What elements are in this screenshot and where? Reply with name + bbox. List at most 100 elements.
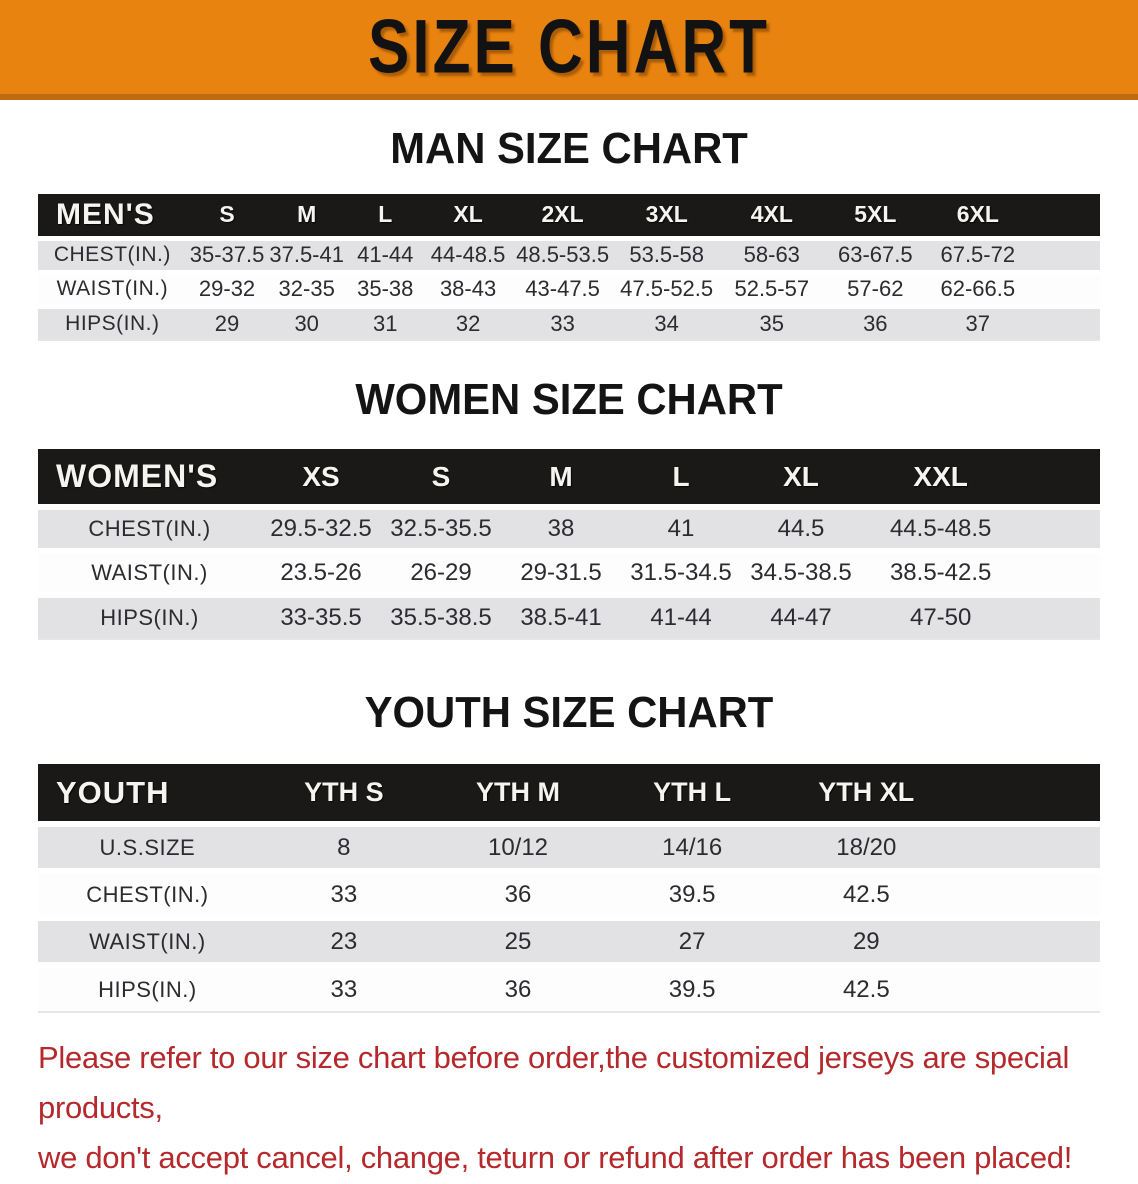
size-value-cell: 30 [267, 303, 346, 340]
size-value-cell: 52.5-57 [719, 269, 824, 306]
size-value-cell: 31.5-34.5 [621, 548, 742, 595]
men-section: MAN SIZE CHART MEN'S S M L XL 2XL 3XL 4XL 5XL 6XL… [0, 100, 1138, 341]
size-value-cell: 37.5-41 [267, 235, 346, 272]
men-row-chest-in: CHEST(IN.) 35-37.5 37.5-41 41-44 44-48.5 48.5… [38, 235, 1100, 272]
size-value-cell: 43-47.5 [511, 269, 614, 306]
row-label: WAIST(IN.) [38, 915, 257, 965]
size-value-cell: 32 [424, 303, 512, 340]
women-size-header-xs: XS [261, 449, 382, 507]
men-row-waist-in: WAIST(IN.) 29-32 32-35 35-38 38-43 43-47.5 47.… [38, 269, 1100, 306]
men-header-row: MEN'S S M L XL 2XL 3XL 4XL 5XL 6XL [38, 194, 1100, 238]
size-value-cell: 29-31.5 [501, 548, 622, 595]
empty-cell [1020, 548, 1100, 595]
empty-cell [953, 962, 1100, 1012]
empty-cell [953, 915, 1100, 965]
men-size-header-6xl: 6XL [926, 194, 1029, 238]
youth-header-row: YOUTH YTH S YTH M YTH L YTH XL [38, 764, 1100, 824]
size-chart-banner: SIZE CHART [0, 0, 1138, 100]
size-value-cell: 26-29 [381, 548, 502, 595]
size-value-cell: 38-43 [424, 269, 512, 306]
men-table-title: MEN'S [38, 194, 187, 238]
youth-size-header-yth-xl: YTH XL [779, 764, 954, 824]
empty-cell [1028, 269, 1100, 306]
empty-cell [953, 868, 1100, 918]
size-value-cell: 35 [719, 303, 824, 340]
empty-header-cell [1028, 194, 1100, 238]
women-size-header-m: M [501, 449, 622, 507]
empty-header-cell [1020, 449, 1100, 507]
youth-size-header-yth-s: YTH S [256, 764, 431, 824]
women-row-chest-in: CHEST(IN.) 29.5-32.5 32.5-35.5 38 41 44.5 44.5… [38, 504, 1100, 551]
size-value-cell: 31 [345, 303, 425, 340]
row-label: CHEST(IN.) [38, 504, 262, 551]
size-value-cell: 8 [256, 821, 431, 871]
size-value-cell: 32-35 [267, 269, 346, 306]
size-value-cell: 42.5 [779, 868, 954, 918]
women-row-waist-in: WAIST(IN.) 23.5-26 26-29 29-31.5 31.5-34.5 34… [38, 548, 1100, 595]
banner-title: SIZE CHART [368, 4, 770, 90]
row-label: WAIST(IN.) [38, 269, 187, 306]
size-value-cell: 35.5-38.5 [381, 592, 502, 639]
size-value-cell: 44-47 [741, 592, 862, 639]
youth-row-u-s-size: U.S.SIZE 8 10/12 14/16 18/20 [38, 821, 1100, 871]
row-label: HIPS(IN.) [38, 962, 257, 1012]
women-section: WOMEN SIZE CHART WOMEN'S XS S M L XL XXL CHEST(… [0, 341, 1138, 640]
youth-table-title: YOUTH [38, 764, 257, 824]
size-value-cell: 62-66.5 [926, 269, 1029, 306]
men-size-header-5xl: 5XL [823, 194, 927, 238]
youth-size-header-yth-l: YTH L [605, 764, 780, 824]
women-size-header-xl: XL [741, 449, 862, 507]
men-size-header-m: M [267, 194, 346, 238]
size-value-cell: 36 [430, 868, 606, 918]
size-value-cell: 38.5-42.5 [861, 548, 1021, 595]
women-size-header-xxl: XXL [861, 449, 1021, 507]
size-value-cell: 33 [511, 303, 614, 340]
empty-cell [1020, 504, 1100, 551]
size-value-cell: 57-62 [823, 269, 927, 306]
empty-cell [1020, 592, 1100, 639]
disclaimer-line-1: Please refer to our size chart before or… [38, 1040, 1070, 1126]
size-value-cell: 58-63 [719, 235, 824, 272]
size-value-cell: 35-38 [345, 269, 425, 306]
empty-cell [953, 821, 1100, 871]
youth-section-heading: YOUTH SIZE CHART [364, 688, 774, 737]
size-value-cell: 47.5-52.5 [613, 269, 720, 306]
empty-cell [1028, 303, 1100, 340]
men-size-header-xl: XL [424, 194, 512, 238]
size-value-cell: 36 [823, 303, 927, 340]
size-value-cell: 38.5-41 [501, 592, 622, 639]
size-value-cell: 29 [186, 303, 268, 340]
size-value-cell: 41 [621, 504, 742, 551]
row-label: CHEST(IN.) [38, 868, 257, 918]
size-value-cell: 39.5 [605, 962, 780, 1012]
women-section-heading: WOMEN SIZE CHART [355, 375, 783, 424]
youth-section: YOUTH SIZE CHART YOUTH YTH S YTH M YTH L YTH… [0, 640, 1138, 1013]
men-size-header-l: L [345, 194, 425, 238]
size-value-cell: 33 [256, 962, 431, 1012]
empty-cell [1028, 235, 1100, 272]
youth-size-table: YOUTH YTH S YTH M YTH L YTH XL U.S.SIZE 8 10/12… [38, 764, 1100, 1013]
row-label: HIPS(IN.) [38, 303, 187, 340]
youth-size-header-yth-m: YTH M [430, 764, 606, 824]
women-size-header-s: S [381, 449, 502, 507]
women-size-header-l: L [621, 449, 742, 507]
size-value-cell: 44.5-48.5 [861, 504, 1021, 551]
size-value-cell: 25 [430, 915, 606, 965]
women-row-hips-in: HIPS(IN.) 33-35.5 35.5-38.5 38.5-41 41-44 44-… [38, 592, 1100, 639]
men-size-header-4xl: 4XL [719, 194, 824, 238]
size-value-cell: 33-35.5 [261, 592, 382, 639]
size-value-cell: 18/20 [779, 821, 954, 871]
men-size-header-3xl: 3XL [613, 194, 720, 238]
size-value-cell: 10/12 [430, 821, 606, 871]
size-value-cell: 41-44 [345, 235, 425, 272]
women-size-table: WOMEN'S XS S M L XL XXL CHEST(IN.) 29.5-32.5 32.5… [38, 449, 1100, 640]
men-size-header-s: S [186, 194, 268, 238]
row-label: CHEST(IN.) [38, 235, 187, 272]
size-value-cell: 33 [256, 868, 431, 918]
size-value-cell: 38 [501, 504, 622, 551]
youth-row-chest-in: CHEST(IN.) 33 36 39.5 42.5 [38, 868, 1100, 918]
size-value-cell: 42.5 [779, 962, 954, 1012]
size-value-cell: 37 [926, 303, 1029, 340]
disclaimer-line-2: we don't accept cancel, change, teturn o… [38, 1140, 1073, 1176]
youth-row-waist-in: WAIST(IN.) 23 25 27 29 [38, 915, 1100, 965]
